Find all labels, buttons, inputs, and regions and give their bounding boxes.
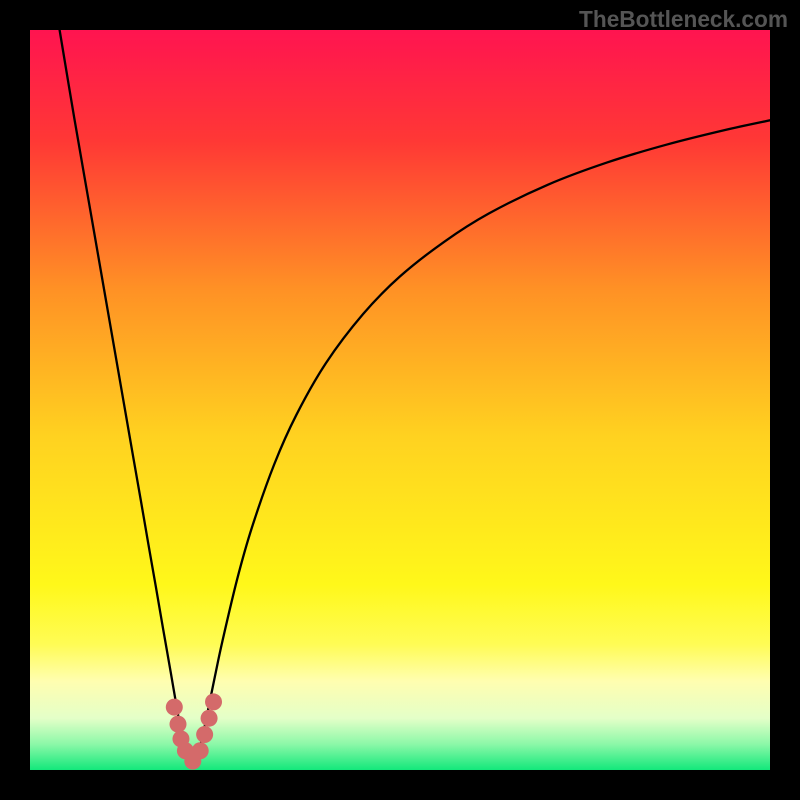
marker-point	[170, 716, 187, 733]
plot-area	[30, 30, 770, 770]
chart-frame: TheBottleneck.com	[0, 0, 800, 800]
marker-point	[205, 693, 222, 710]
plot-svg	[30, 30, 770, 770]
watermark-text: TheBottleneck.com	[579, 6, 788, 33]
marker-point	[166, 699, 183, 716]
plot-background	[30, 30, 770, 770]
marker-point	[201, 710, 218, 727]
marker-point	[196, 726, 213, 743]
marker-point	[192, 742, 209, 759]
